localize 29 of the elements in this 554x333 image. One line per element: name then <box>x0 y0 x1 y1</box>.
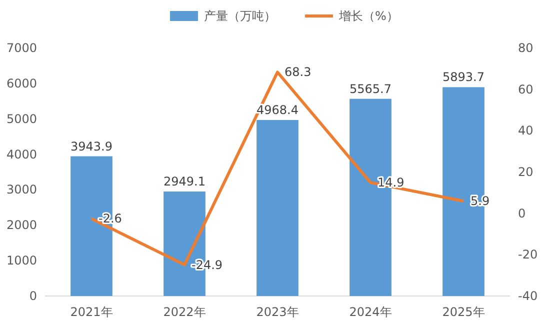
x-tick-label: 2024年 <box>349 305 392 319</box>
y2-tick-label: 40 <box>518 124 534 138</box>
y-tick-label: 6000 <box>6 76 37 90</box>
y-tick-label: 5000 <box>6 112 37 126</box>
y-tick-label: 7000 <box>6 41 37 55</box>
y-tick-label: 3000 <box>6 182 37 197</box>
y2-tick-label: 20 <box>518 165 534 179</box>
y-tick-label: 2000 <box>6 218 37 232</box>
x-tick-label: 2025年 <box>442 305 485 319</box>
y-tick-label: 4000 <box>6 147 37 162</box>
y2-tick-label: 0 <box>518 206 526 220</box>
x-tick-label: 2022年 <box>163 305 206 319</box>
data-label: 5565.7 <box>350 82 392 96</box>
y-tick-label: 1000 <box>6 254 37 268</box>
data-label: 2949.1 <box>164 174 206 189</box>
data-label: 3943.9 <box>70 139 112 154</box>
x-tick-label: 2021年 <box>70 305 113 319</box>
data-label: 14.9 <box>378 176 404 190</box>
y-tick-label: 0 <box>29 289 37 303</box>
y2-tick-label: 60 <box>518 82 534 96</box>
bar <box>256 120 298 296</box>
legend-label: 产量（万吨） <box>204 9 276 23</box>
x-tick-label: 2023年 <box>256 305 299 319</box>
y2-tick-label: -20 <box>518 248 538 262</box>
data-label: 5893.7 <box>442 70 484 84</box>
y2-tick-label: 80 <box>518 41 534 55</box>
legend-label: 增长（%） <box>338 9 398 23</box>
y2-tick-label: -40 <box>518 289 538 303</box>
data-label: 68.3 <box>284 65 312 80</box>
